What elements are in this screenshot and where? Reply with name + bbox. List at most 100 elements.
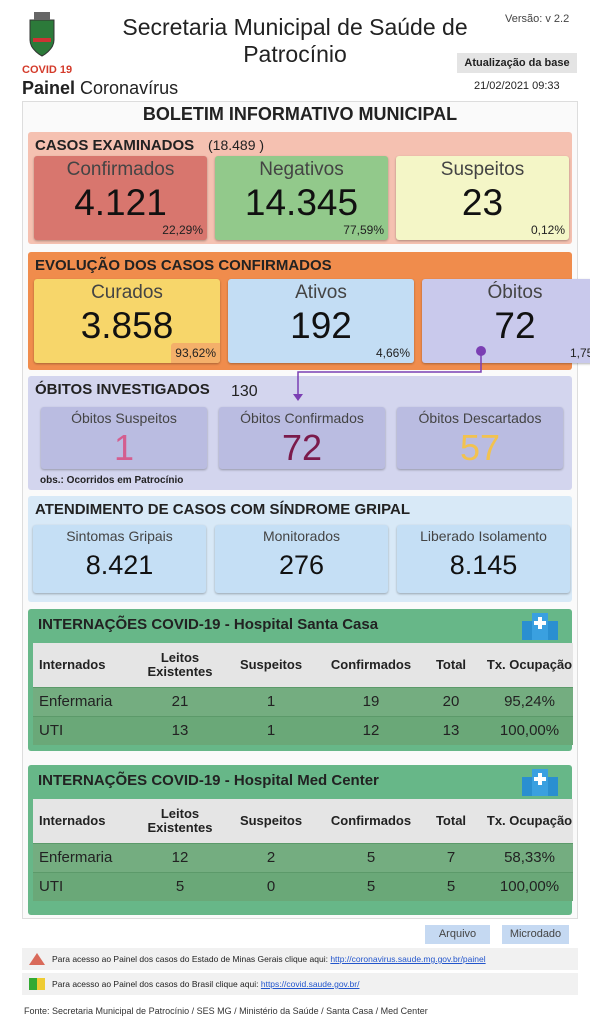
card-value: 1	[113, 427, 135, 468]
section-title: ATENDIMENTO DE CASOS COM SÍNDROME GRIPAL	[35, 501, 411, 518]
card-label: Sintomas Gripais	[66, 528, 173, 544]
card-label: Ativos	[295, 282, 347, 303]
table-cell: 13	[442, 722, 460, 740]
stat-card: Negativos 14.345 77,59%	[215, 156, 388, 240]
footer: Fonte: Secretaria Municipal de Patrocíni…	[24, 1006, 428, 1016]
card-value: 8.145	[449, 550, 518, 580]
deaths-section: ÓBITOS INVESTIGADOS 130 Óbitos Suspeitos 1 Ó…	[28, 376, 572, 490]
table-cell: 5	[175, 878, 185, 896]
card-label: Óbitos Descartados	[418, 410, 542, 426]
table-cell: 12	[362, 722, 380, 740]
table-row: Enfermaria 21 1 19 20 95,24%	[33, 687, 573, 716]
section-title: EVOLUÇÃO DOS CASOS CONFIRMADOS	[35, 257, 332, 274]
table-cell: 5	[366, 878, 376, 896]
section-title: CASOS EXAMINADOS	[35, 137, 195, 154]
card-value: 4.121	[74, 182, 167, 223]
stat-card: Óbitos Descartados 57	[397, 407, 563, 469]
stat-card: Sintomas Gripais 8.421	[33, 525, 206, 593]
card-pct: 1,75%	[569, 346, 590, 360]
examined-section: CASOS EXAMINADOS (18.489 ) Confirmados 4.12…	[28, 132, 572, 244]
card-value: 72	[494, 305, 536, 346]
column-header: Confirmados	[330, 656, 412, 672]
card-value: 3.858	[80, 305, 174, 346]
column-header: Tx. Ocupação	[486, 812, 573, 828]
title: Secretaria Municipal de Saúde de Patrocí…	[122, 14, 468, 67]
card-value: 57	[459, 427, 501, 468]
header-row: Internados Leitos Existentes Suspeitos Conf…	[33, 643, 573, 687]
update-label: Atualização da base	[457, 53, 577, 73]
column-header: Confirmados	[330, 812, 412, 828]
section-title: INTERNAÇÕES COVID-19 - Hospital Santa Ca…	[38, 616, 379, 633]
table-cell: Enfermaria	[39, 849, 113, 866]
column-header: Internados	[39, 656, 106, 672]
card-label: Curados	[91, 282, 163, 303]
link-text: Para acesso ao Painel dos casos do Estad…	[52, 954, 328, 964]
link-icon	[29, 953, 45, 965]
table-cell: 13	[171, 722, 189, 740]
table-cell: 21	[171, 693, 189, 710]
table-cell: 19	[362, 693, 380, 710]
card-label: Liberado Isolamento	[420, 528, 547, 544]
section-title: INTERNAÇÕES COVID-19 - Hospital Med Cent…	[38, 772, 379, 789]
stat-card: Liberado Isolamento 8.145	[397, 525, 570, 593]
column-header: Leitos Existentes	[147, 805, 213, 835]
card-value: 192	[290, 305, 352, 346]
hospital-section: INTERNAÇÕES COVID-19 - Hospital Santa Ca…	[28, 609, 573, 751]
link-row: Para acesso ao Painel dos casos do Brasi…	[22, 973, 578, 995]
link-url[interactable]: https://covid.saude.gov.br/	[260, 979, 360, 989]
card-value: 72	[281, 427, 323, 468]
table-cell: 12	[171, 849, 189, 866]
stat-card: Confirmados 4.121 22,29%	[34, 156, 207, 240]
stat-card: Óbitos Suspeitos 1	[41, 407, 207, 469]
column-header: Suspeitos	[239, 812, 303, 828]
table-cell: Enfermaria	[39, 693, 113, 710]
table-cell: 20	[442, 693, 460, 710]
card-value: 23	[461, 182, 504, 223]
table-cell: 1	[266, 693, 276, 710]
card-label: Negativos	[259, 159, 344, 180]
stat-card: Suspeitos 23 0,12%	[396, 156, 569, 240]
link-text: Para acesso ao Painel dos casos do Brasi…	[52, 979, 259, 989]
column-header: Tx. Ocupação	[486, 656, 573, 672]
tag: COVID 19	[22, 64, 73, 76]
table-cell: 58,33%	[504, 849, 555, 866]
note: obs.: Ocorridos em Patrocínio	[40, 475, 184, 486]
hospital-section: INTERNAÇÕES COVID-19 - Hospital Med Cent…	[28, 765, 573, 915]
card-label: Óbitos	[487, 282, 543, 303]
stat-card: Óbitos Confirmados 72	[219, 407, 385, 469]
panel-bold: Painel	[22, 78, 76, 98]
card-pct: 4,66%	[375, 346, 410, 360]
card-pct: 93,62%	[171, 343, 220, 363]
header-row: Internados Leitos Existentes Suspeitos Conf…	[33, 799, 573, 843]
section-total: (18.489 )	[208, 137, 265, 153]
table-cell: 5	[366, 849, 376, 866]
logo	[29, 12, 55, 57]
link-url[interactable]: http://coronavirus.saude.mg.gov.br/paine…	[330, 954, 486, 964]
card-label: Óbitos Suspeitos	[71, 410, 177, 426]
table-cell: 100,00%	[499, 878, 560, 896]
column-header: Leitos Existentes	[147, 649, 213, 679]
table-cell: 100,00%	[499, 722, 560, 740]
stat-card: Curados 3.858 93,62%	[34, 279, 220, 363]
card-label: Confirmados	[66, 159, 175, 180]
stat-card: Monitorados 276	[215, 525, 388, 593]
column-header: Suspeitos	[239, 656, 303, 672]
hospital-icon	[522, 613, 558, 640]
column-header: Total	[435, 656, 467, 672]
update-date: 21/02/2021 09:33	[474, 80, 560, 92]
version: Versão: v 2.2	[505, 13, 570, 25]
button[interactable]: Microdado	[502, 925, 569, 944]
button[interactable]: Arquivo	[425, 925, 490, 944]
table: Internados Leitos Existentes Suspeitos Conf…	[33, 643, 573, 745]
column-header: Internados	[39, 812, 106, 828]
hospital-icon	[522, 769, 558, 796]
panel-name: Painel Coronavírus	[22, 78, 178, 99]
table-row: UTI 13 1 12 13 100,00%	[33, 716, 573, 745]
section-total: 130	[231, 383, 258, 400]
table-cell: 5	[446, 878, 456, 896]
card-label: Suspeitos	[440, 159, 525, 180]
stat-card: Ativos 192 4,66%	[228, 279, 414, 363]
table-cell: UTI	[39, 878, 64, 896]
